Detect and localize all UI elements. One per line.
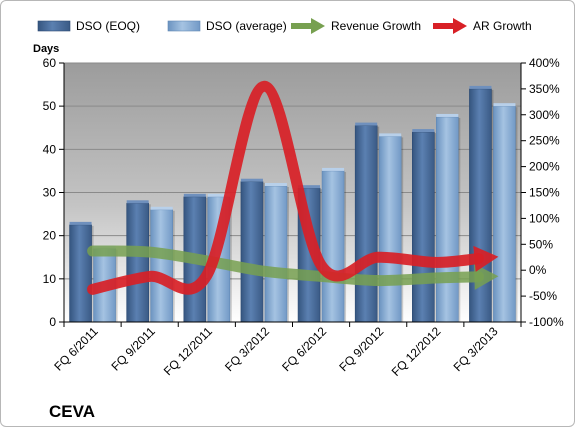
bar-dso-average- [264,185,288,323]
left-tick-label: 0 [49,315,56,329]
right-tick-label: -50% [529,289,557,303]
x-tick-label: FQ 9/2012 [336,324,386,374]
left-tick-label: 50 [43,99,57,113]
bar-dso-eoq- [469,88,492,323]
x-tick-label: FQ 9/2011 [108,324,158,374]
left-tick-label: 60 [43,56,57,70]
right-tick-label: 350% [529,82,560,96]
bar-top-cap [436,113,459,117]
bar-dso-eoq- [240,181,264,323]
bar-dso-average- [378,136,402,323]
legend-label: Revenue Growth [331,19,421,33]
line-ar-growth [87,80,484,295]
legend-arrow-head [453,18,467,34]
bar-top-cap [322,167,345,171]
bar-top-cap [298,185,321,189]
bar-dso-average- [493,105,516,323]
line-group [87,80,499,295]
line-revenue-growth [87,245,484,287]
bar-top-cap [69,221,92,225]
x-tick-label: FQ 12/2011 [161,324,215,378]
right-tick-label: 0% [529,263,547,277]
company-label: CEVA [49,402,95,421]
right-tick-label: 200% [529,160,560,174]
bar-dso-eoq- [69,224,92,323]
bar-dso-eoq- [412,131,435,323]
bar-top-cap [207,193,230,197]
legend-label: DSO (EOQ) [76,19,140,33]
x-tick-label: FQ 6/2012 [279,324,329,374]
legend: DSO (EOQ) DSO (average) Revenue Growth AR G… [37,18,532,34]
x-tick-label: FQ 3/2012 [222,324,272,374]
bar-dso-average- [436,116,459,323]
left-tick-label: 10 [43,272,57,286]
legend-swatch [167,20,201,32]
x-tick-label: FQ 3/2013 [451,324,501,374]
bar-top-cap [183,193,206,197]
left-tick-label: 20 [43,229,57,243]
arrowhead-revenue-growth [474,263,499,290]
right-tick-label: -100% [529,315,564,329]
legend-label: DSO (average) [206,19,287,33]
bar-top-cap [355,122,378,126]
bar-top-cap [412,129,435,133]
left-tick-label: 30 [43,186,57,200]
bar-top-cap [126,200,149,204]
bar-dso-eoq- [126,202,149,323]
right-tick-label: 400% [529,56,560,70]
bar-top-cap [469,85,492,89]
bar-dso-average- [321,170,345,323]
bar-dso-eoq- [354,125,378,323]
right-tick-label: 250% [529,134,560,148]
arrowhead-ar-growth [473,245,499,272]
right-tick-label: 300% [529,108,560,122]
x-tick-label: FQ 6/2011 [51,324,101,374]
left-axis-ticks: 0 10 20 30 40 50 60 [43,56,64,329]
bar-top-cap [379,133,402,137]
x-tick-label: FQ 12/2012 [389,324,444,379]
right-tick-label: 50% [529,237,553,251]
right-tick-label: 100% [529,211,560,225]
bar-top-cap [150,206,173,210]
legend-swatch [37,20,71,32]
legend-arrow-head [311,18,325,34]
x-axis-ticks: FQ 6/2011 FQ 9/2011 FQ 12/2011 FQ 3/2012 FQ … [51,322,522,379]
right-axis-ticks: -100% -50% 0% 50% 100% 150% 200% 250% 300% 350% 40… [521,56,564,329]
left-axis-title: Days [33,43,59,55]
bar-top-cap [240,178,263,182]
bar-dso-average- [150,209,173,323]
right-tick-label: 150% [529,186,560,200]
legend-label: AR Growth [473,19,532,33]
left-tick-label: 40 [43,142,57,156]
bar-top-cap [493,103,516,107]
bar-top-cap [264,183,287,187]
